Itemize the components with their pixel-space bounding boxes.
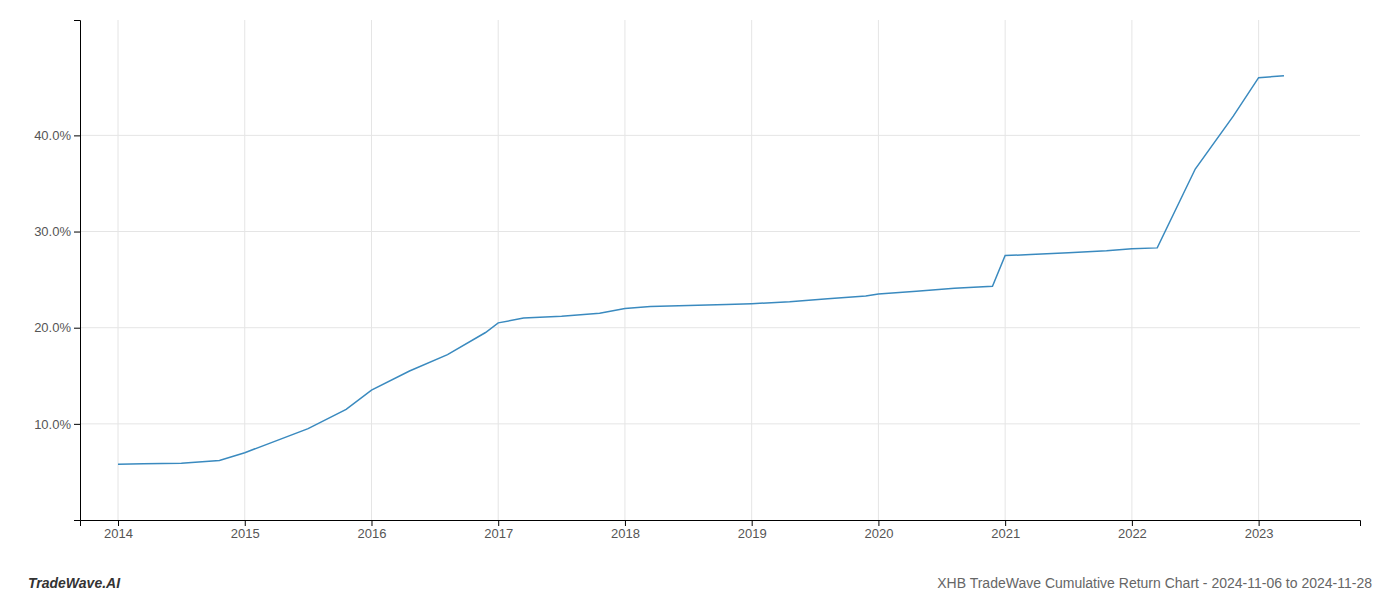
tick-mark [878, 520, 879, 526]
grid-line [371, 20, 372, 520]
tick: 10.0% [34, 417, 80, 432]
tick-mark [74, 135, 80, 136]
tick-label: 2018 [611, 526, 640, 541]
tick: 2023 [1245, 520, 1274, 541]
tick: 2018 [611, 520, 640, 541]
grid-line [80, 231, 1360, 232]
tick: 2022 [1118, 520, 1147, 541]
tick-label: 2019 [738, 526, 767, 541]
tick-mark [371, 520, 372, 526]
grid-line [1131, 20, 1132, 520]
tick-label: 40.0% [34, 128, 71, 143]
y-axis: 10.0% 20.0% 30.0% 40.0% [34, 21, 80, 521]
chart: 2014 2015 2016 2017 2018 2019 2020 2021 2022 2023… [0, 0, 1400, 600]
tick: 2015 [231, 520, 260, 541]
x-axis: 2014 2015 2016 2017 2018 2019 2020 2021 2022 2023 [81, 520, 1361, 541]
tick-mark [245, 520, 246, 526]
axis-line [81, 521, 1361, 527]
tick-label: 2014 [104, 526, 133, 541]
tick-mark [118, 520, 119, 526]
grid-line [498, 20, 499, 520]
tick-label: 2022 [1118, 526, 1147, 541]
footer: TradeWave.AI XHB TradeWave Cumulative Ret… [28, 575, 1372, 591]
marks [118, 76, 1284, 464]
title: XHB TradeWave Cumulative Return Chart - … [937, 575, 1372, 591]
tick-label: 30.0% [34, 224, 71, 239]
tick-mark [625, 520, 626, 526]
grid-line [624, 20, 625, 520]
tick-mark [74, 424, 80, 425]
tick-mark [752, 520, 753, 526]
tick-label: 2017 [484, 526, 513, 541]
grid-line [80, 423, 1360, 424]
tick-label: 20.0% [34, 320, 71, 335]
tick: 2019 [738, 520, 767, 541]
tick-label: 2023 [1245, 526, 1274, 541]
grid-line [118, 20, 119, 520]
axis-line [74, 21, 81, 521]
tick: 30.0% [34, 224, 80, 239]
tick-mark [1005, 520, 1006, 526]
tick: 40.0% [34, 128, 80, 143]
grid-line [751, 20, 752, 520]
tick: 20.0% [34, 320, 80, 335]
tick-label: 10.0% [34, 417, 71, 432]
tick: 2017 [484, 520, 513, 541]
grid-line [1005, 20, 1006, 520]
grid-line [244, 20, 245, 520]
tick-mark [1259, 520, 1260, 526]
grid [80, 20, 1360, 520]
line [118, 76, 1284, 464]
tick: 2014 [104, 520, 133, 541]
plot-area: 2014 2015 2016 2017 2018 2019 2020 2021 2022 2023… [34, 20, 1360, 541]
grid-line [878, 20, 879, 520]
grid-line [80, 135, 1360, 136]
grid-line [80, 327, 1360, 328]
tick-label: 2015 [231, 526, 260, 541]
tick-mark [1132, 520, 1133, 526]
tick-mark [498, 520, 499, 526]
tick-mark [74, 232, 80, 233]
tick-label: 2020 [864, 526, 893, 541]
grid-line [1258, 20, 1259, 520]
tick: 2020 [864, 520, 893, 541]
tick: 2021 [991, 520, 1020, 541]
tick-label: 2016 [358, 526, 387, 541]
watermark: TradeWave.AI [28, 575, 121, 591]
tick-label: 2021 [991, 526, 1020, 541]
tick: 2016 [358, 520, 387, 541]
tick-mark [74, 328, 80, 329]
